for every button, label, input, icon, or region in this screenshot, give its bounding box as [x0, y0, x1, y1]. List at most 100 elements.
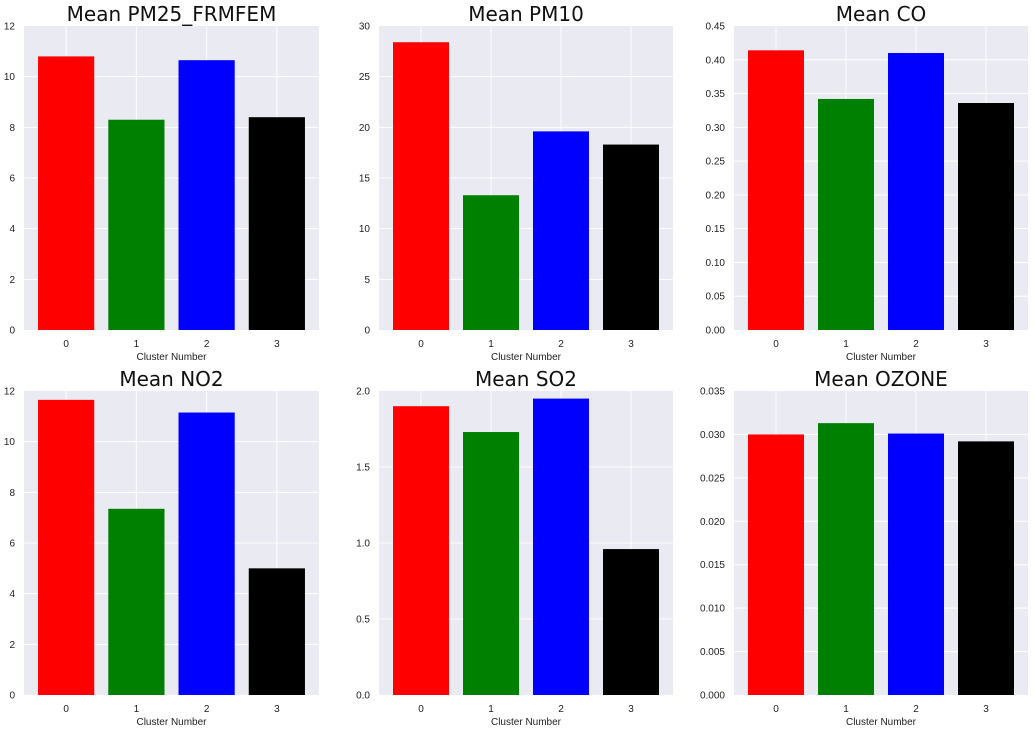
x-tick-label: 2: [204, 704, 210, 715]
y-tick-label: 0.40: [706, 55, 726, 66]
bar-cluster-3: [603, 144, 659, 330]
x-tick-label: 0: [773, 704, 779, 715]
chart-panel-1: 0 5 10 15 20 25 30 0 1 2 3 Cluster Number Mean PM10: [359, 2, 673, 363]
y-tick-label: 0.035: [700, 387, 725, 398]
y-tick-label: 0.005: [700, 647, 725, 658]
y-tick-label: 0.15: [706, 224, 726, 235]
y-tick-label: 0.010: [700, 604, 725, 615]
x-tick-label: 2: [204, 339, 210, 350]
y-tick-label: 10: [4, 437, 16, 448]
y-tick-label: 15: [359, 174, 371, 185]
y-tick-label: 2.0: [356, 387, 370, 398]
bar-cluster-1: [818, 98, 874, 331]
x-axis-label: Cluster Number: [491, 717, 562, 728]
y-tick-label: 0.020: [700, 517, 725, 528]
y-tick-label: 0.10: [706, 258, 726, 269]
y-tick-label: 0.30: [706, 123, 726, 134]
bar-cluster-1: [463, 432, 519, 695]
y-tick-label: 0.0: [356, 691, 370, 702]
x-tick-label: 3: [274, 704, 280, 715]
x-axis-label: Cluster Number: [846, 352, 917, 363]
bar-cluster-0: [38, 56, 95, 331]
y-tick-label: 8: [9, 488, 15, 499]
y-tick-label: 0.00: [706, 326, 726, 337]
x-tick-label: 0: [63, 704, 69, 715]
y-tick-label: 0.20: [706, 190, 726, 201]
x-tick-label: 1: [488, 704, 494, 715]
chart-title: Mean OZONE: [814, 367, 948, 391]
y-tick-label: 0.030: [700, 430, 725, 441]
y-tick-label: 0: [9, 691, 15, 702]
bar-cluster-3: [248, 117, 305, 330]
y-tick-label: 0: [9, 326, 15, 337]
y-tick-label: 0: [364, 326, 370, 337]
x-tick-label: 0: [63, 339, 69, 350]
bar-cluster-1: [108, 119, 165, 330]
x-axis-label: Cluster Number: [491, 352, 562, 363]
y-tick-label: 6: [9, 539, 15, 550]
x-tick-label: 3: [628, 339, 634, 350]
y-tick-label: 0.015: [700, 560, 725, 571]
chart-panel-4: 0.0 0.5 1.0 1.5 2.0 0 1 2 3 Cluster Number Mean SO…: [356, 367, 673, 728]
y-tick-label: 8: [9, 123, 15, 134]
bar-cluster-3: [248, 568, 305, 695]
y-tick-label: 1.5: [356, 463, 370, 474]
y-tick-label: 0.05: [706, 292, 726, 303]
bar-cluster-2: [178, 60, 235, 330]
y-tick-label: 4: [9, 224, 15, 235]
bar-cluster-0: [748, 434, 804, 695]
x-tick-label: 1: [134, 339, 140, 350]
bar-cluster-3: [603, 549, 659, 695]
chart-panel-5: 0.000 0.005 0.010 0.015 0.020 0.025 0.030 0.035…: [700, 367, 1028, 728]
y-tick-label: 1.0: [356, 539, 370, 550]
x-tick-label: 1: [843, 339, 849, 350]
bar-cluster-3: [958, 103, 1014, 330]
bar-cluster-0: [393, 406, 449, 695]
chart-title: Mean PM25_FRMFEM: [67, 2, 277, 26]
x-tick-label: 0: [773, 339, 779, 350]
x-tick-label: 3: [983, 339, 989, 350]
chart-title: Mean NO2: [119, 367, 223, 391]
x-tick-label: 3: [983, 704, 989, 715]
x-tick-label: 1: [134, 704, 140, 715]
x-tick-label: 2: [913, 704, 919, 715]
bar-cluster-1: [818, 423, 874, 695]
y-tick-label: 0.25: [706, 157, 726, 168]
bar-cluster-2: [533, 398, 589, 695]
x-tick-label: 1: [843, 704, 849, 715]
x-axis-label: Cluster Number: [136, 352, 207, 363]
bar-cluster-2: [178, 412, 235, 695]
bar-cluster-3: [958, 441, 1014, 695]
x-tick-label: 3: [274, 339, 280, 350]
bar-cluster-2: [533, 131, 589, 330]
y-tick-label: 10: [359, 224, 371, 235]
chart-title: Mean PM10: [468, 2, 584, 26]
y-tick-label: 4: [9, 589, 15, 600]
y-tick-label: 0.025: [700, 473, 725, 484]
bar-cluster-0: [38, 399, 95, 695]
y-tick-label: 2: [9, 640, 15, 651]
x-tick-label: 2: [913, 339, 919, 350]
x-axis-label: Cluster Number: [136, 717, 207, 728]
chart-title: Mean CO: [836, 2, 927, 26]
y-tick-label: 30: [359, 22, 371, 33]
bar-cluster-0: [393, 42, 449, 331]
y-tick-label: 2: [9, 275, 15, 286]
bar-cluster-2: [888, 433, 944, 695]
x-tick-label: 1: [488, 339, 494, 350]
x-tick-label: 2: [558, 339, 564, 350]
y-tick-label: 12: [4, 22, 16, 33]
x-tick-label: 3: [628, 704, 634, 715]
y-tick-label: 10: [4, 72, 16, 83]
bar-cluster-1: [463, 195, 519, 330]
y-tick-label: 6: [9, 174, 15, 185]
y-tick-label: 0.35: [706, 89, 726, 100]
x-tick-label: 0: [418, 704, 424, 715]
x-axis-label: Cluster Number: [846, 717, 917, 728]
y-tick-label: 0.45: [706, 22, 726, 33]
chart-panel-2: 0.00 0.05 0.10 0.15 0.20 0.25 0.30 0.35 0.40 0.45…: [706, 2, 1028, 363]
